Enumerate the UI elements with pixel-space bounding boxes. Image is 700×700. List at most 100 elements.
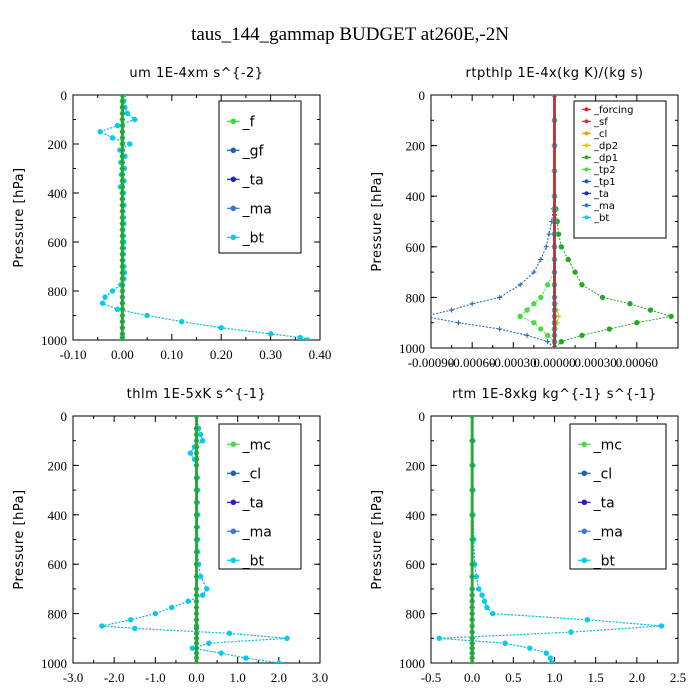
data-point xyxy=(187,450,194,456)
y-tick-label: 600 xyxy=(48,235,68,250)
data-point xyxy=(206,640,212,646)
chart-panel-2: thlm 1E-5xK s^{-1} Pressure [hPa] 0 200 400 6… xyxy=(12,387,328,685)
legend-marker xyxy=(584,155,589,160)
y-tick-label: 1000 xyxy=(399,656,425,671)
chart-panel-3: rtm 1E-8xkg kg^{-1} s^{-1} Pressure [hPa]… xyxy=(370,387,686,685)
y-tick-label: 400 xyxy=(48,508,68,523)
series-group xyxy=(431,95,674,348)
data-point xyxy=(276,660,282,663)
data-point xyxy=(481,598,488,604)
legend-marker xyxy=(584,167,589,172)
data-point xyxy=(538,256,544,262)
data-point xyxy=(531,320,537,326)
data-point xyxy=(579,282,585,288)
data-point xyxy=(152,610,159,617)
y-tick-label: 400 xyxy=(406,189,426,204)
data-point xyxy=(469,301,475,307)
data-point xyxy=(568,629,574,635)
data-point xyxy=(102,294,108,300)
data-point xyxy=(132,116,138,123)
data-point xyxy=(297,334,303,340)
data-point xyxy=(517,313,523,320)
legend-marker xyxy=(584,119,589,124)
x-tick-label: 2.5 xyxy=(670,670,686,685)
x-tick-label: 0.30 xyxy=(259,347,282,362)
legend: _forcing_sf_cl_dp2_dp1_tp2_tp1_ta_ma_bt xyxy=(573,100,667,239)
data-point xyxy=(658,623,665,629)
data-point xyxy=(476,586,482,592)
legend-marker xyxy=(584,131,589,136)
y-tick-label: 0 xyxy=(419,88,426,103)
y-tick-label: 800 xyxy=(48,284,68,299)
y-tick-label: 400 xyxy=(406,508,426,523)
y-tick-label: 1000 xyxy=(41,656,67,671)
legend-marker xyxy=(581,499,588,506)
legend-label: _ta xyxy=(242,173,264,189)
legend-label: _ta xyxy=(242,496,264,512)
data-point xyxy=(479,592,485,598)
legend-marker xyxy=(230,234,237,241)
x-tick-label: 0.00000 xyxy=(533,355,575,370)
data-point xyxy=(144,312,150,319)
y-tick-label: 1000 xyxy=(399,341,425,356)
data-point xyxy=(579,332,585,339)
data-point xyxy=(304,337,311,340)
legend-label: _forcing xyxy=(593,105,634,116)
legend-label: _gf xyxy=(242,144,265,160)
data-point xyxy=(497,326,503,332)
data-point xyxy=(218,325,224,331)
data-point xyxy=(545,339,551,345)
x-tick-label: -2.0 xyxy=(104,670,125,685)
legend-label: _cl xyxy=(593,129,607,140)
x-tick-label: 0.10 xyxy=(160,347,183,362)
data-point xyxy=(114,122,121,129)
data-point xyxy=(302,337,308,340)
legend-label: _mc xyxy=(593,438,622,454)
y-tick-label: 200 xyxy=(48,458,68,473)
data-point xyxy=(517,282,523,288)
legend-marker xyxy=(230,441,237,448)
legend-marker xyxy=(584,191,589,196)
series-group xyxy=(99,416,290,663)
y-tick-label: 600 xyxy=(406,240,426,255)
chart-title: rtpthlp 1E-4x(kg K)/(kg s) xyxy=(466,66,644,81)
data-point xyxy=(99,623,105,629)
legend-marker xyxy=(230,176,237,183)
x-tick-label: 2.0 xyxy=(271,670,287,685)
legend-label: _cl xyxy=(242,467,262,483)
y-tick-label: 800 xyxy=(48,607,68,622)
data-point xyxy=(127,141,133,147)
legend-marker xyxy=(230,147,237,154)
legend-label: _ma xyxy=(593,525,623,541)
y-tick-label: 200 xyxy=(48,137,68,152)
legend-label: _bt xyxy=(593,213,609,224)
y-axis-label: Pressure [hPa] xyxy=(370,171,385,271)
y-axis-label: Pressure [hPa] xyxy=(370,489,385,589)
x-tick-label: -3.0 xyxy=(63,670,84,685)
chart-title: um 1E-4xm s^{-2} xyxy=(129,66,263,81)
data-point xyxy=(599,294,606,301)
y-tick-label: 800 xyxy=(406,290,426,305)
y-tick-label: 200 xyxy=(406,458,426,473)
legend-marker xyxy=(230,499,237,506)
chart-title: thlm 1E-5xK s^{-1} xyxy=(127,387,267,402)
data-point xyxy=(544,282,551,288)
legend-label: _f xyxy=(242,115,256,131)
legend-label: _cl xyxy=(593,467,613,483)
legend-marker xyxy=(230,205,237,212)
chart-panel-1: rtpthlp 1E-4x(kg K)/(kg s) Pressure [hPa]… xyxy=(370,66,679,370)
legend-marker xyxy=(230,528,237,535)
x-tick-label: 0.00060 xyxy=(616,355,658,370)
legend-label: _ma xyxy=(242,525,272,541)
x-tick-label: 2.0 xyxy=(629,670,645,685)
data-point xyxy=(449,307,455,313)
series-group xyxy=(97,95,311,340)
data-point xyxy=(558,338,565,345)
data-point xyxy=(544,332,551,339)
data-point xyxy=(127,617,134,623)
data-point xyxy=(531,301,537,307)
legend: _f _gf _ta _ma _bt xyxy=(218,100,302,254)
chart-panels: um 1E-4xm s^{-2} Pressure [hPa] 0 200 400 600… xyxy=(12,66,686,685)
data-point xyxy=(550,660,556,663)
